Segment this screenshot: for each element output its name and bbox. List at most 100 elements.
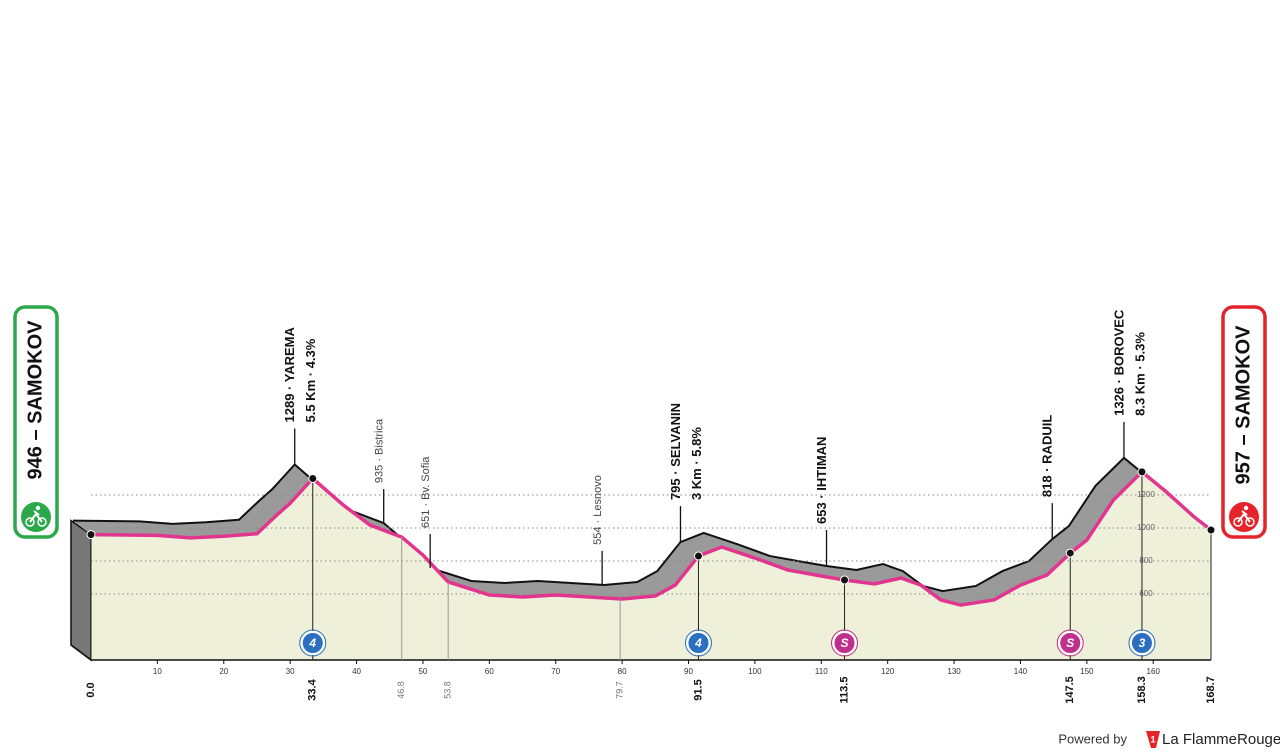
x-tick-label: 160 — [1147, 667, 1161, 676]
y-tick-label: 800 — [1139, 556, 1153, 565]
badge — [1129, 631, 1154, 655]
x-tick-label: 90 — [684, 667, 693, 676]
km-label: 46.8 — [396, 681, 406, 699]
badge-ring — [831, 629, 859, 657]
rider — [1237, 510, 1251, 523]
start-label-text: 946 – SAMOKOV — [24, 320, 46, 480]
x-tick-label: 80 — [618, 667, 627, 676]
marker-dot — [308, 474, 318, 483]
wheel — [1233, 517, 1243, 527]
svg-text:1: 1 — [1150, 734, 1155, 744]
badge-text: 4 — [308, 636, 316, 650]
km-label-text: 0.0 — [85, 682, 97, 697]
badge-ring — [1128, 629, 1156, 657]
km-label: 33.4 — [307, 678, 319, 700]
km-label: 91.5 — [692, 679, 704, 700]
badge-text: 4 — [694, 636, 702, 650]
annotation-text: 3 Km · 5.8% — [689, 427, 704, 500]
annotation: 818 · RADUIL — [1040, 415, 1055, 497]
x-tick-label: 110 — [815, 667, 828, 676]
start-icon — [21, 502, 51, 532]
badge-text: S — [841, 636, 849, 650]
badge-ring — [1056, 629, 1084, 657]
km-label: 53.8 — [443, 681, 453, 699]
annotation: 1289 · YAREMA — [282, 327, 297, 423]
badge-text: 3 — [1139, 636, 1146, 650]
annotation: 651 · Bv. Sofia — [420, 456, 432, 528]
annotation-text: 554 · Lesnovo — [592, 475, 604, 545]
x-tick-label: 120 — [881, 667, 895, 676]
annotation-text: 653 · IHTIMAN — [814, 437, 829, 524]
km-label: 113.5 — [838, 677, 850, 704]
wheel — [1245, 517, 1255, 527]
annotation: 795 · SELVANIN — [668, 403, 683, 500]
powered-by: Powered by — [1058, 731, 1127, 746]
annotation-text: 795 · SELVANIN — [668, 403, 683, 500]
marker-dot — [1065, 548, 1075, 558]
annotation: 554 · Lesnovo — [592, 475, 604, 545]
profile-area — [91, 471, 1211, 660]
brand-logo: 1 — [1146, 731, 1160, 748]
baseline-edge — [70, 644, 92, 661]
start-label: 946 – SAMOKOV — [24, 320, 46, 480]
marker-dot — [1206, 525, 1216, 535]
km-label-text: 33.4 — [307, 678, 319, 700]
finish-plaque — [1221, 305, 1267, 539]
finish-label: 957 – SAMOKOV — [1232, 325, 1254, 485]
start-plaque — [13, 305, 59, 539]
km-label: 79.7 — [615, 681, 625, 699]
annotation-text: 8.3 Km · 5.3% — [1132, 332, 1147, 416]
km-label-text: 158.3 — [1136, 676, 1148, 704]
km-label: 168.7 — [1205, 676, 1217, 704]
km-label-text: 113.5 — [838, 677, 850, 704]
annotation: 1326 · BOROVEC — [1111, 309, 1126, 416]
annotation: 935 · Bistrica — [374, 418, 386, 483]
x-tick-label: 10 — [153, 667, 162, 676]
x-tick-label: 70 — [551, 667, 560, 676]
profile-wall — [70, 519, 92, 662]
x-tick-label: 150 — [1080, 667, 1094, 676]
km-label: 158.3 — [1136, 676, 1148, 704]
brand: La FlammeRouge — [1162, 731, 1280, 748]
y-tick-label: 600 — [1139, 589, 1153, 598]
km-label-text: 79.7 — [615, 681, 625, 699]
rider-head — [35, 505, 41, 511]
annotation-text: 818 · RADUIL — [1040, 415, 1055, 497]
x-tick-label: 130 — [947, 667, 961, 676]
x-tick-label: 100 — [748, 667, 762, 676]
y-tick-label: 1000 — [1137, 523, 1155, 532]
marker-dot — [86, 530, 96, 540]
annotation: 5.5 Km · 4.3% — [303, 338, 318, 422]
x-tick-label: 60 — [485, 667, 494, 676]
annotation-text: 651 · Bv. Sofia — [420, 456, 432, 528]
marker-dot — [840, 575, 850, 585]
km-label-text: 168.7 — [1205, 676, 1217, 704]
x-tick-label: 50 — [418, 667, 427, 676]
x-tick-label: 30 — [286, 667, 295, 676]
rider — [29, 510, 43, 523]
annotation-text: 5.5 Km · 4.3% — [303, 338, 318, 422]
annotation-text: 1326 · BOROVEC — [1111, 309, 1126, 416]
badge — [832, 631, 857, 655]
badge — [686, 631, 711, 655]
km-label-text: 46.8 — [396, 681, 406, 699]
marker-dot — [1137, 467, 1147, 477]
badge-ring — [684, 629, 712, 657]
annotation: 8.3 Km · 5.3% — [1132, 332, 1147, 416]
x-tick-label: 20 — [219, 667, 228, 676]
wheel — [37, 517, 47, 527]
finish-label-text: 957 – SAMOKOV — [1232, 325, 1254, 485]
annotation-text: 935 · Bistrica — [374, 418, 386, 483]
badge-text: S — [1066, 636, 1074, 650]
x-tick-label: 140 — [1014, 667, 1028, 676]
annotation: 653 · IHTIMAN — [814, 437, 829, 524]
badge-ring — [299, 629, 327, 657]
km-label: 0.0 — [85, 682, 97, 697]
km-label-text: 91.5 — [692, 679, 704, 700]
marker-dot — [693, 551, 703, 561]
badge — [1058, 631, 1083, 655]
finish-icon — [1229, 502, 1259, 532]
annotation-text: 1289 · YAREMA — [282, 327, 297, 423]
badge — [300, 631, 325, 655]
